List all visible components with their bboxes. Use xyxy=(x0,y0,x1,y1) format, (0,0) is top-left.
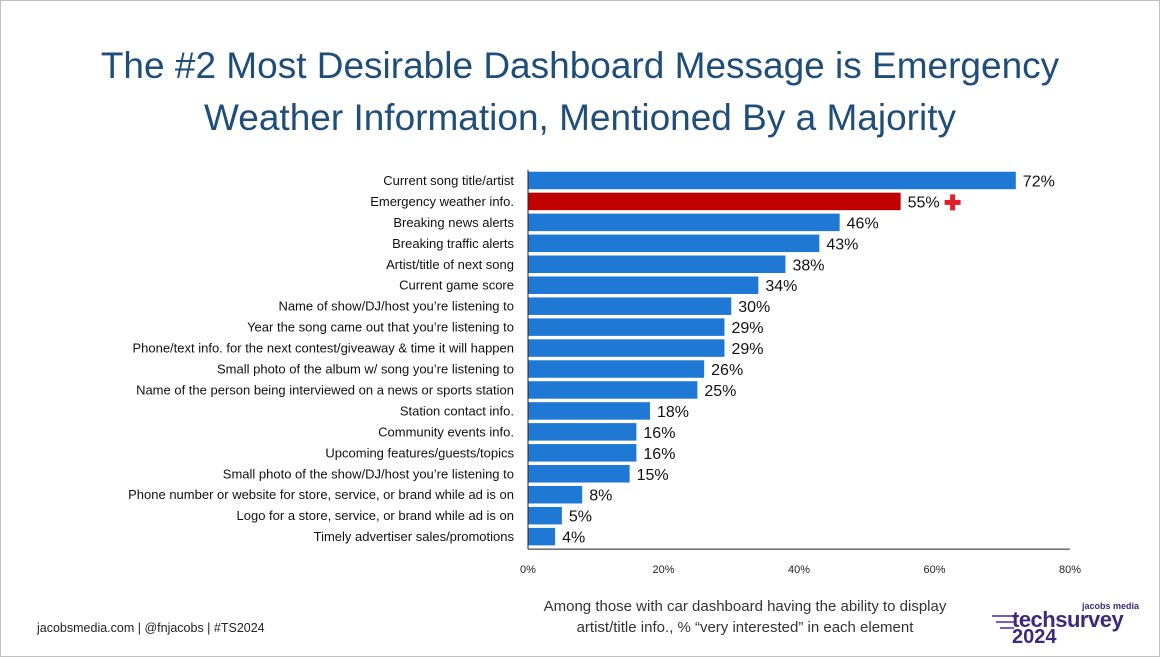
category-label: Upcoming features/guests/topics xyxy=(325,445,514,460)
bar xyxy=(528,465,630,483)
data-label: 26% xyxy=(711,362,743,379)
techsurvey-logo: jacobs media techsurvey 2024 xyxy=(990,600,1150,650)
category-label: Current song title/artist xyxy=(383,173,514,188)
category-label: Small photo of the album w/ song you’re … xyxy=(217,362,514,377)
plus-icon xyxy=(944,194,961,211)
bar xyxy=(528,213,840,232)
data-label: 34% xyxy=(765,278,797,295)
x-tick-label: 0% xyxy=(520,564,536,576)
brand-year: 2024 xyxy=(1012,626,1057,648)
caption-line-2: artist/title info., % “very interested” … xyxy=(576,619,914,636)
category-label: Phone number or website for store, servi… xyxy=(128,487,514,502)
bar xyxy=(528,485,583,504)
data-label: 4% xyxy=(562,530,585,547)
category-label: Community events info. xyxy=(378,424,514,439)
speed-lines-icon xyxy=(992,615,1014,629)
data-label: 46% xyxy=(847,215,879,232)
chart-caption: Among those with car dashboard having th… xyxy=(470,596,1020,638)
x-tick-label: 20% xyxy=(652,564,674,576)
data-label: 5% xyxy=(569,509,592,526)
category-label: Name of show/DJ/host you’re listening to xyxy=(278,299,514,314)
data-label: 16% xyxy=(643,425,675,442)
category-label: Breaking news alerts xyxy=(393,215,514,230)
bar xyxy=(528,444,637,462)
bar xyxy=(528,276,759,294)
bar xyxy=(528,192,901,211)
brand-small-text: jacobs media xyxy=(1082,601,1140,611)
category-label: Phone/text info. for the next contest/gi… xyxy=(132,341,514,356)
footer-credits: jacobsmedia.com | @fnjacobs | #TS2024 xyxy=(37,621,265,635)
data-label: 38% xyxy=(792,257,824,274)
bar xyxy=(528,171,1016,190)
bar xyxy=(528,297,732,315)
bar xyxy=(528,339,725,357)
category-label: Station contact info. xyxy=(400,403,514,418)
bar xyxy=(528,423,637,441)
category-label: Timely advertiser sales/promotions xyxy=(314,529,515,544)
x-tick-label: 60% xyxy=(923,564,945,576)
bar xyxy=(528,527,556,546)
bar xyxy=(528,360,705,378)
data-label: 8% xyxy=(589,488,612,505)
data-label: 72% xyxy=(1023,173,1055,190)
bar xyxy=(528,234,820,253)
data-label: 29% xyxy=(731,320,763,337)
category-label: Breaking traffic alerts xyxy=(392,236,514,251)
bar xyxy=(528,506,562,525)
data-label: 15% xyxy=(637,467,669,484)
data-label: 55% xyxy=(908,194,940,211)
page-title: The #2 Most Desirable Dashboard Message … xyxy=(100,45,1060,138)
x-tick-label: 40% xyxy=(788,564,810,576)
brand-name: techsurvey xyxy=(1012,607,1124,632)
data-label: 18% xyxy=(657,404,689,421)
data-label: 25% xyxy=(704,383,736,400)
category-label: Year the song came out that you’re liste… xyxy=(247,320,514,335)
data-label: 29% xyxy=(731,341,763,358)
bar xyxy=(528,402,650,420)
category-label: Logo for a store, service, or brand whil… xyxy=(237,508,514,523)
caption-line-1: Among those with car dashboard having th… xyxy=(543,598,947,615)
category-label: Name of the person being interviewed on … xyxy=(136,382,514,397)
category-label: Current game score xyxy=(399,278,514,293)
data-label: 43% xyxy=(826,236,858,253)
bar xyxy=(528,381,698,399)
category-label: Emergency weather info. xyxy=(370,194,514,209)
category-label: Artist/title of next song xyxy=(386,257,514,272)
category-label: Small photo of the show/DJ/host you’re l… xyxy=(223,466,514,481)
data-label: 16% xyxy=(643,446,675,463)
data-label: 30% xyxy=(738,299,770,316)
bar xyxy=(528,318,725,336)
x-tick-label: 80% xyxy=(1059,564,1081,576)
bar xyxy=(528,255,786,274)
